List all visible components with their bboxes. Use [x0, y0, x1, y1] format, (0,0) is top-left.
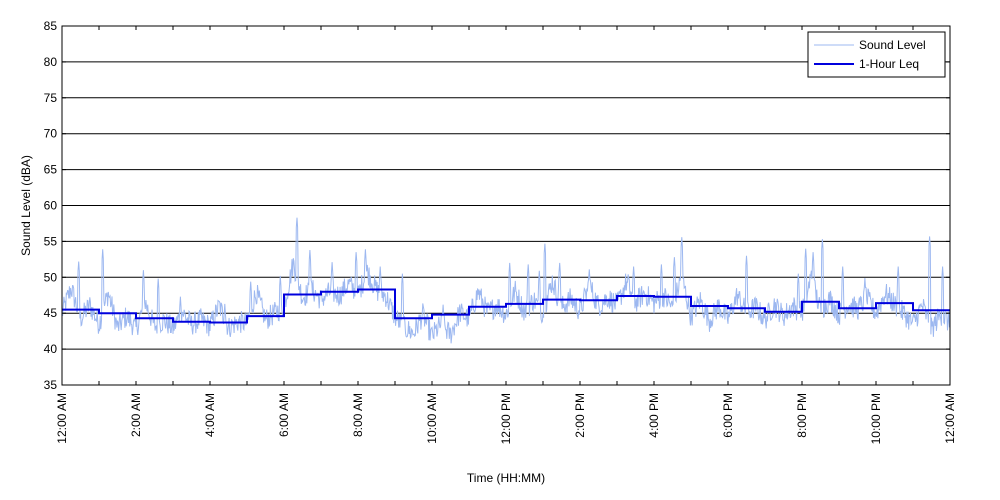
- x-tick-label: 4:00 PM: [647, 393, 661, 438]
- data-series: [61, 217, 951, 344]
- x-axis-ticks: 12:00 AM 2:00 AM 4:00 AM 6:00 AM 8:00 AM 10:0…: [55, 26, 957, 444]
- y-tick-label: 75: [44, 91, 58, 105]
- y-tick-label: 55: [44, 234, 58, 248]
- legend-box: [807, 31, 946, 78]
- y-tick-label: 50: [44, 270, 58, 284]
- x-tick-label: 10:00 AM: [425, 393, 439, 444]
- legend-label-sound-level: Sound Level: [859, 38, 926, 52]
- y-tick-label: 40: [44, 342, 58, 356]
- legend-label-1-hour-leq: 1-Hour Leq: [859, 57, 919, 71]
- y-tick-label: 70: [44, 127, 58, 141]
- y-tick-label: 80: [44, 55, 58, 69]
- x-tick-label: 2:00 PM: [573, 393, 587, 438]
- legend: Sound Level 1-Hour Leq: [807, 31, 946, 78]
- x-tick-label: 12:00 AM: [55, 393, 69, 444]
- y-tick-label: 60: [44, 199, 58, 213]
- x-tick-label: 6:00 AM: [277, 393, 291, 437]
- y-tick-label: 65: [44, 163, 58, 177]
- x-tick-label: 2:00 AM: [129, 393, 143, 437]
- y-tick-label: 45: [44, 306, 58, 320]
- x-tick-label: 12:00 AM: [943, 393, 957, 444]
- x-tick-label: 12:00 PM: [499, 393, 513, 444]
- x-tick-label: 4:00 AM: [203, 393, 217, 437]
- y-tick-label: 35: [44, 378, 58, 392]
- x-tick-label: 6:00 PM: [721, 393, 735, 438]
- y-axis-title: Sound Level (dBA): [19, 155, 33, 256]
- y-axis-ticks: 35 40 45 50 55 60 65 70 75 80 85: [44, 19, 950, 392]
- series-1-hour-leq: [62, 288, 950, 324]
- y-tick-label: 85: [44, 19, 58, 33]
- x-tick-label: 8:00 PM: [795, 393, 809, 438]
- x-axis-title: Time (HH:MM): [467, 471, 545, 485]
- x-tick-label: 8:00 AM: [351, 393, 365, 437]
- x-tick-label: 10:00 PM: [869, 393, 883, 444]
